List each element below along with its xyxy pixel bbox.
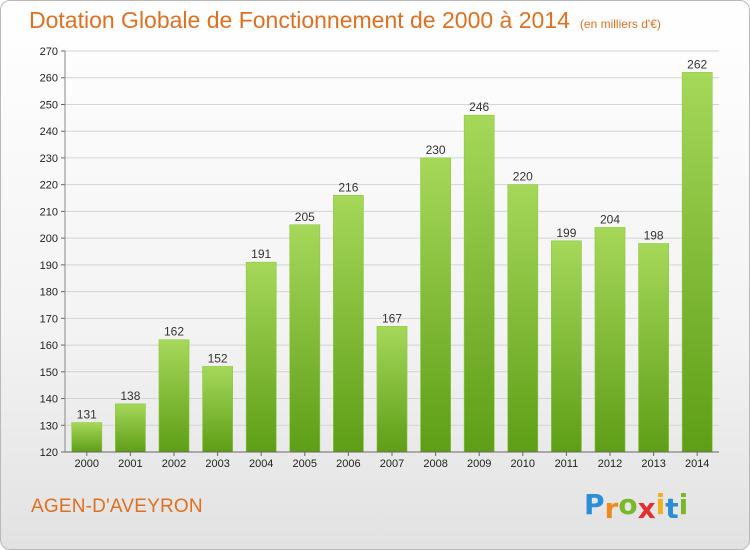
y-tick-label: 120: [40, 447, 58, 459]
bars: 131 138 162 152 191 205 216 167 230 246 220 199 204 1…: [71, 57, 713, 453]
bar-value-label: 204: [600, 212, 620, 226]
bar-value-label: 220: [513, 170, 533, 184]
bar-value-label: 198: [644, 228, 664, 242]
y-tick-label: 270: [40, 46, 58, 58]
y-tick-label: 130: [40, 420, 58, 432]
logo-letter: r: [604, 492, 619, 525]
bar: [333, 195, 364, 453]
x-tick-label: 2002: [162, 458, 186, 470]
x-tick-label: 2004: [249, 458, 273, 470]
x-tick-label: 2000: [75, 458, 99, 470]
bar: [551, 240, 582, 453]
x-tick-label: 2007: [380, 458, 404, 470]
logo-letter: x: [637, 492, 656, 525]
y-tick-label: 200: [40, 233, 58, 245]
bar-value-label: 167: [382, 311, 402, 325]
commune-name: AGEN-D'AVEYRON: [31, 496, 203, 517]
logo-letter: i: [655, 488, 666, 521]
bar-value-label: 199: [556, 226, 576, 240]
x-tick-label: 2005: [293, 458, 317, 470]
y-tick-label: 140: [40, 394, 58, 406]
x-tick-label: 2010: [511, 458, 535, 470]
bar-value-label: 131: [77, 408, 97, 422]
bar: [115, 403, 146, 453]
chart-title-text: Dotation Globale de Fonctionnement de 20…: [29, 7, 570, 33]
x-axis: 2000 2001 2002 2003 2004 2005 2006 2007 2008 2009…: [65, 451, 719, 470]
y-tick-label: 160: [40, 340, 58, 352]
y-tick-label: 180: [40, 287, 58, 299]
bar-value-label: 138: [120, 389, 140, 403]
bar-value-label: 152: [208, 351, 228, 365]
bar: [289, 224, 321, 453]
bar: [681, 72, 713, 453]
bar: [245, 261, 277, 453]
bar-value-label: 191: [251, 247, 271, 261]
y-tick-label: 170: [40, 313, 58, 325]
y-tick-label: 230: [40, 153, 58, 165]
bar: [71, 422, 103, 453]
chart-title: Dotation Globale de Fonctionnement de 20…: [29, 7, 661, 34]
bar-value-label: 216: [338, 180, 358, 194]
y-tick-label: 250: [40, 99, 58, 111]
bar: [158, 339, 190, 453]
y-tick-label: 150: [40, 367, 58, 379]
logo-letter: i: [678, 488, 689, 521]
bar: [463, 114, 495, 453]
bar: [420, 157, 451, 453]
y-tick-label: 190: [40, 260, 58, 272]
x-tick-label: 2012: [598, 458, 622, 470]
bar: [594, 227, 626, 453]
bar: [202, 366, 233, 453]
y-tick-label: 260: [40, 73, 58, 85]
x-tick-label: 2014: [685, 458, 709, 470]
bar-value-label: 162: [164, 325, 184, 339]
x-tick-label: 2008: [423, 458, 447, 470]
logo-letter: o: [618, 488, 638, 521]
bar: [376, 326, 408, 453]
y-tick-label: 220: [40, 180, 58, 192]
logo-letter: t: [665, 492, 679, 525]
x-tick-label: 2003: [205, 458, 229, 470]
bar-value-label: 205: [295, 210, 315, 224]
y-tick-label: 240: [40, 126, 58, 138]
chart-subtitle: (en milliers d'€): [579, 17, 661, 31]
x-tick-label: 2011: [555, 458, 579, 470]
bar-value-label: 246: [469, 100, 489, 114]
bar-value-label: 262: [687, 57, 707, 71]
bar: [507, 184, 539, 453]
bar: [638, 243, 669, 453]
x-tick-label: 2013: [641, 458, 665, 470]
x-tick-label: 2001: [118, 458, 142, 470]
x-tick-label: 2006: [336, 458, 360, 470]
y-axis: 120 130 140 150 160 170 180 190 200 210 220 230 240 2…: [40, 46, 66, 459]
proxiti-logo: Proxiti: [584, 488, 689, 525]
logo-letter: P: [584, 488, 605, 521]
y-tick-label: 210: [40, 206, 58, 218]
bar-value-label: 230: [426, 143, 446, 157]
x-tick-label: 2009: [467, 458, 491, 470]
